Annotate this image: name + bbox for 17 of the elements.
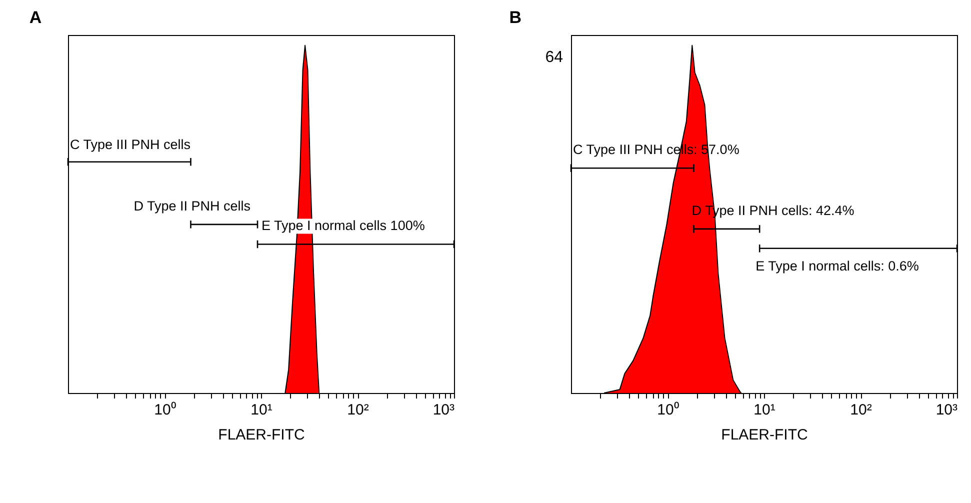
chart-title: A [29,8,42,27]
x-tick-label: 10¹ [250,402,272,418]
x-tick-label: 10³ [936,402,958,418]
x-tick-label: 10² [850,402,872,418]
text: 64 [545,49,564,66]
series-label: D Type II PNH cells [134,198,251,214]
chart-title: B [509,8,522,27]
legend-label: E Type I normal cells: 0.6% [756,258,919,274]
x-tick-label: 10¹ [754,402,776,418]
x-tick-label: 10⁰ [657,402,679,418]
x-tick-label: 10² [347,402,369,418]
x-tick-label: 10³ [432,402,454,418]
x-tick-label: 10⁰ [154,402,176,418]
x-axis-title: FLAER-FITC [721,426,808,444]
legend-label: E Type I normal cells 100% [262,218,425,234]
x-axis-title: FLAER-FITC [218,426,305,444]
series-label: C Type III PNH cells [70,136,191,152]
